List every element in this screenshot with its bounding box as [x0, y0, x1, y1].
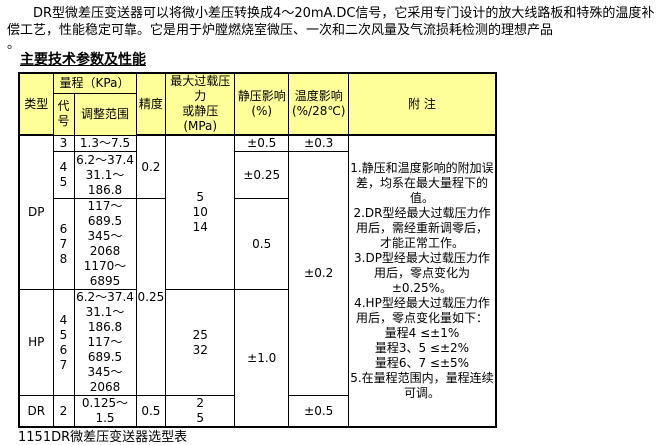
table-row-dp-45: 4 5 6.2～37.4 31.1～ 186.8 ±0.25 ±0.2 [19, 151, 496, 396]
cell-overload-hp: 25 32 [165, 289, 236, 396]
header-cell-max-overload: 最大过载压力 或静压(MPa) [165, 72, 236, 136]
header-cell-static-effect: 静压影响 (%) [234, 72, 290, 136]
header-cell-notes: 附 注 [348, 72, 497, 136]
cell-temp-r1: ±0.3 [288, 134, 350, 152]
header-cell-type: 类型 [18, 72, 54, 136]
cell-type-hp: HP [18, 289, 54, 396]
intro-paragraph: DR型微差压变送器可以将微小差压转换成4～20mA.DC信号，它采用专门设计的放… [7, 6, 655, 38]
header-cell-adjust-range: 调整范围 [73, 93, 137, 136]
header-cell-range-group: 量程（KPa） [52, 72, 137, 95]
cell-accuracy-02: 0.2 [135, 134, 167, 199]
header-row-2: 代 号 调整范围 [19, 93, 496, 136]
header-cell-code: 代 号 [52, 93, 75, 136]
cell-static-r1: ±0.5 [234, 134, 290, 152]
cell-range-hp: 6.2～37.4 31.1～ 186.8 117～ 689.5 345～2068 [73, 289, 137, 396]
cell-overload-dr: 2 5 [165, 395, 236, 428]
cell-code-4567: 4 5 6 7 [52, 289, 75, 396]
cell-code-3: 3 [52, 134, 75, 152]
header-row-1: 类型 量程（KPa） 精度 最大过载压力 或静压(MPa) 静压影响 (%) 温… [18, 72, 497, 136]
cell-type-dp: DP [18, 134, 54, 290]
section-heading: 主要技术参数及性能 [20, 52, 146, 68]
cell-static-r3: 0.5 [234, 198, 290, 290]
cell-code-678: 6 7 8 [52, 198, 75, 290]
header-cell-temp-effect: 温度影响 (%/28℃) [288, 72, 350, 136]
cell-static-hp-dr: ±1.0 [234, 289, 290, 428]
intro-trailing-period: 。 [7, 37, 21, 52]
header-cell-accuracy: 精度 [135, 72, 167, 136]
table-row-hp: HP 4 5 6 7 6.2～37.4 31.1～ 186.8 117～ 689… [18, 289, 496, 428]
cell-temp-dr: ±0.5 [288, 395, 350, 428]
cell-range-dr: 0.125～ 1.5 [73, 395, 137, 428]
cell-range-45: 6.2～37.4 31.1～ 186.8 [73, 151, 137, 199]
cell-accuracy-05: 0.5 [135, 395, 167, 428]
table-row-dp-3: DP 3 1.3～7.5 0.2 5 10 14 ±0.5 ±0.3 1.静压和… [18, 134, 497, 428]
cell-overload-dp: 5 10 14 [165, 134, 236, 290]
page: DR型微差压变送器可以将微小差压转换成4～20mA.DC信号，它采用专门设计的放… [0, 5, 662, 445]
cell-temp-middle: ±0.2 [288, 151, 350, 396]
cell-range-678: 117～ 689.5 345～2068 1170～ 6895 [73, 198, 137, 290]
cell-accuracy-025: 0.25 [135, 198, 167, 396]
cell-type-dr: DR [18, 395, 54, 428]
table-caption: 1151DR微差压变送器选型表 [18, 430, 188, 445]
spec-table: 类型 量程（KPa） 精度 最大过载压力 或静压(MPa) 静压影响 (%) 温… [18, 72, 497, 428]
cell-code-2: 2 [52, 395, 75, 428]
table-row-dp-678: 6 7 8 117～ 689.5 345～2068 1170～ 6895 0.2… [19, 198, 496, 396]
cell-static-r2: ±0.25 [234, 151, 290, 199]
cell-range-3: 1.3～7.5 [73, 134, 137, 152]
cell-code-45: 4 5 [52, 151, 75, 199]
cell-notes: 1.静压和温度影响的附加误差，均系在最大量程下的值。 2.DR型经最大过载压力作… [348, 134, 497, 428]
